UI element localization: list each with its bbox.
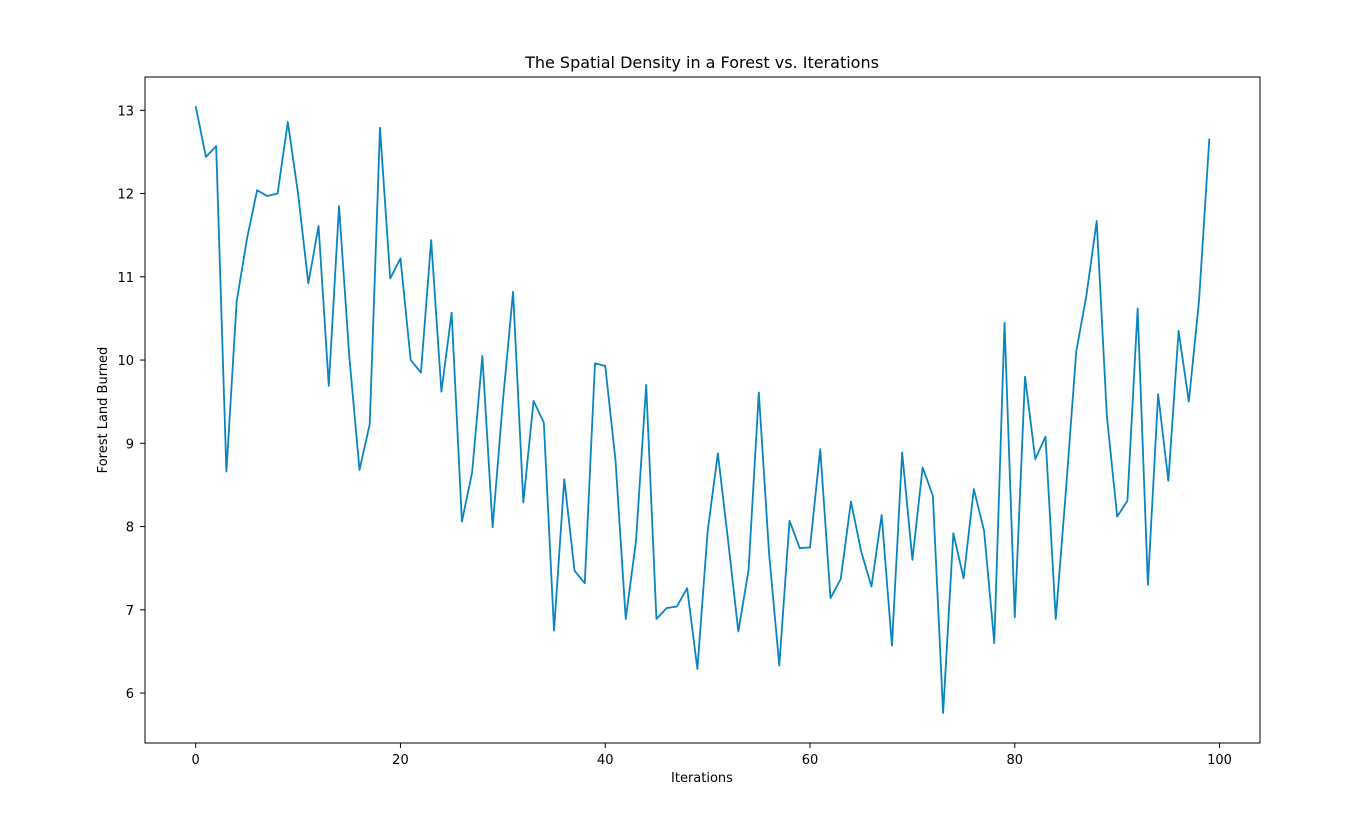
plot-area-frame [144, 76, 1261, 744]
series-line [194, 105, 1211, 714]
ticks-layer: 0 20 40 60 80 100 6 7 8 9 10 11 12 13 [117, 104, 1232, 768]
x-axis-label: Iterations [671, 771, 733, 786]
x-tick-label: 60 [802, 753, 819, 768]
y-tick-label: 10 [117, 354, 134, 369]
x-tick-label: 20 [392, 753, 409, 768]
y-tick-label: 12 [117, 188, 134, 203]
y-tick-label: 7 [126, 604, 134, 619]
x-tick-label: 0 [192, 753, 200, 768]
y-tick-label: 8 [126, 521, 134, 536]
y-tick-label: 11 [117, 271, 134, 286]
chart-title: The Spatial Density in a Forest vs. Iter… [524, 53, 879, 72]
y-tick-label: 13 [117, 104, 134, 119]
x-tick-label: 40 [597, 753, 614, 768]
y-tick-label: 6 [126, 687, 134, 702]
y-tick-label: 9 [126, 437, 134, 452]
y-axis-label: Forest Land Burned [96, 347, 111, 474]
x-tick-label: 80 [1007, 753, 1024, 768]
x-tick-label: 100 [1207, 753, 1232, 768]
